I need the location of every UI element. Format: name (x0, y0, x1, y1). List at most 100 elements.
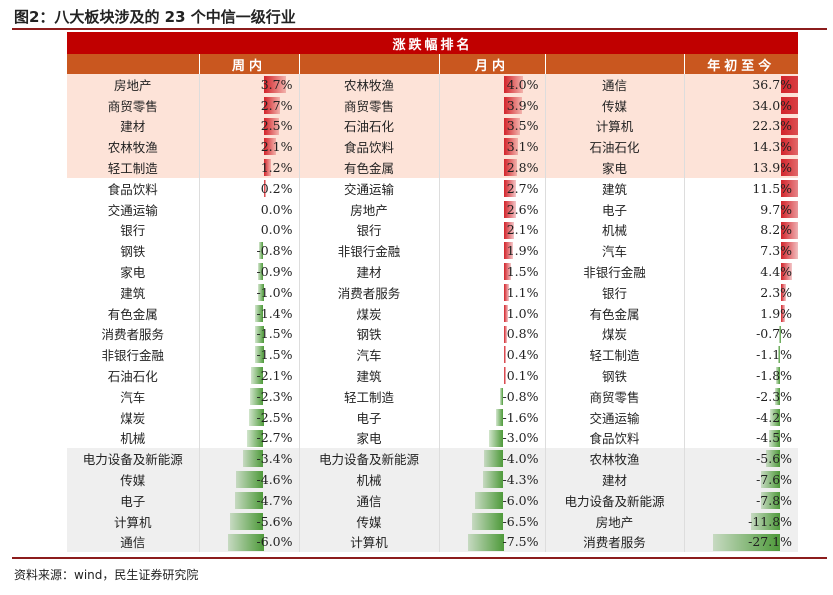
week-change-cell: 0.0% (199, 219, 300, 241)
table-row: 通信 -6.0% 计算机 -7.5% 消费者服务 -27.1% (67, 531, 799, 553)
week-change-cell: -1.4% (199, 302, 300, 324)
week-industry-name: 家电 (67, 261, 200, 282)
table-body: 房地产 3.7% 农林牧渔 4.0% 通信 36.7% 商贸零售 2.7% 商贸零售 3.9% 传媒… (67, 74, 799, 553)
month-industry-name: 煤炭 (299, 302, 440, 324)
ytd-change-cell: -1.1% (684, 344, 798, 365)
month-change-value: -6.5% (502, 513, 539, 529)
ytd-change-value: -5.6% (756, 451, 793, 467)
month-change-cell: 0.4% (439, 344, 546, 366)
month-change-cell: -3.0% (439, 427, 546, 449)
ytd-industry-name: 石油石化 (545, 136, 685, 158)
month-industry-name: 轻工制造 (299, 385, 440, 407)
week-change-bar (243, 450, 264, 468)
ytd-industry-name: 轻工制造 (545, 344, 685, 366)
week-industry-name: 建筑 (67, 281, 200, 303)
table-banner-row: 涨跌幅排名 (67, 32, 799, 54)
ytd-industry-name: 房地产 (545, 510, 685, 532)
header-blank-month (299, 54, 440, 74)
week-industry-name: 建材 (67, 115, 200, 137)
ytd-industry-name: 家电 (545, 157, 685, 178)
ytd-change-value: 7.3% (760, 243, 793, 259)
month-industry-name: 房地产 (299, 198, 440, 220)
ytd-change-bar (780, 304, 786, 322)
ytd-change-cell: -7.8% (684, 489, 799, 511)
ytd-change-value: 13.9% (752, 160, 793, 176)
month-change-bar (503, 200, 516, 218)
ytd-change-bar (780, 179, 799, 197)
month-industry-name: 消费者服务 (299, 281, 440, 303)
header-month: 月内 (439, 54, 546, 74)
week-change-bar (263, 117, 279, 135)
month-change-cell: 1.9% (439, 240, 546, 262)
week-change-value: -4.6% (256, 472, 293, 488)
week-industry-name: 机械 (67, 427, 200, 449)
ytd-change-bar (769, 429, 781, 447)
ytd-change-cell: 1.9% (684, 303, 798, 324)
ytd-change-value: -1.8% (756, 368, 793, 384)
ytd-change-bar (777, 346, 781, 364)
week-change-cell: -2.5% (199, 406, 300, 428)
month-change-value: 2.6% (506, 201, 539, 217)
month-industry-name: 传媒 (299, 510, 440, 532)
table-row: 食品饮料 0.2% 交通运输 2.7% 建筑 11.5% (67, 177, 799, 199)
week-change-cell: -6.0% (199, 531, 300, 553)
month-industry-name: 汽车 (299, 344, 440, 366)
month-change-bar (503, 221, 514, 239)
week-industry-name: 计算机 (67, 510, 200, 532)
table-row: 有色金属 -1.4% 煤炭 1.0% 有色金属 1.9% (67, 302, 798, 324)
week-industry-name: 煤炭 (67, 406, 200, 428)
table-row: 计算机 -5.6% 传媒 -6.5% 房地产 -11.8% (67, 510, 799, 532)
ytd-change-cell: 22.3% (684, 115, 799, 137)
week-change-value: -0.8% (256, 243, 293, 259)
month-change-bar (489, 429, 504, 447)
month-industry-name: 计算机 (299, 531, 440, 553)
ytd-change-bar (750, 512, 781, 530)
month-industry-name: 交通运输 (299, 177, 440, 199)
week-change-cell: 3.7% (199, 74, 300, 95)
month-change-cell: 2.1% (439, 219, 546, 241)
month-change-bar (503, 283, 509, 301)
month-change-cell: 0.8% (439, 323, 546, 345)
month-change-cell: 1.5% (439, 261, 546, 282)
week-industry-name: 石油石化 (67, 365, 200, 386)
week-change-value: -2.1% (256, 368, 293, 384)
table-row: 房地产 3.7% 农林牧渔 4.0% 通信 36.7% (67, 74, 799, 95)
week-change-cell: -5.6% (199, 510, 300, 532)
week-change-bar (263, 138, 277, 156)
month-change-cell: 0.1% (439, 365, 546, 386)
week-change-value: -2.3% (256, 388, 293, 404)
month-change-bar (503, 367, 506, 385)
week-change-bar (258, 263, 264, 281)
ytd-change-cell: -4.5% (684, 428, 798, 449)
month-change-cell: -6.0% (439, 489, 546, 511)
week-change-bar (254, 346, 264, 364)
ytd-change-cell: 8.2% (684, 220, 799, 241)
month-change-bar (503, 76, 523, 93)
ytd-change-bar (780, 242, 799, 260)
month-change-value: -1.6% (502, 409, 539, 425)
week-change-bar (258, 242, 264, 260)
week-change-bar (257, 283, 264, 301)
month-industry-name: 家电 (299, 427, 440, 449)
ytd-change-cell: 2.3% (684, 282, 798, 303)
table-row: 建材 2.5% 石油石化 3.5% 计算机 22.3% (67, 115, 799, 137)
week-change-cell: -1.5% (199, 344, 300, 366)
table-row: 建筑 -1.0% 消费者服务 1.1% 银行 2.3% (67, 281, 798, 303)
month-change-bar (467, 533, 504, 551)
ytd-change-bar (769, 408, 781, 426)
ranking-table: 涨跌幅排名 周内 月内 年初至今 房地产 3.7% 农林牧渔 4.0% 通信 36.7% 商… (67, 32, 799, 553)
week-change-bar (263, 96, 280, 114)
ytd-industry-name: 农林牧渔 (545, 448, 685, 470)
month-change-cell: 1.0% (439, 302, 546, 324)
ytd-change-value: 1.9% (760, 305, 793, 321)
week-change-cell: 1.2% (199, 157, 300, 178)
ytd-industry-name: 煤炭 (545, 323, 685, 345)
header-blank-week (67, 54, 200, 74)
ytd-change-value: -11.8% (748, 513, 793, 529)
ytd-change-value: 34.0% (752, 97, 793, 113)
ytd-change-value: 2.3% (760, 284, 793, 300)
month-change-cell: -4.3% (439, 469, 546, 490)
table-row: 钢铁 -0.8% 非银行金融 1.9% 汽车 7.3% (67, 240, 799, 262)
week-change-value: 2.1% (260, 139, 293, 155)
ytd-change-cell: -11.8% (684, 510, 799, 532)
